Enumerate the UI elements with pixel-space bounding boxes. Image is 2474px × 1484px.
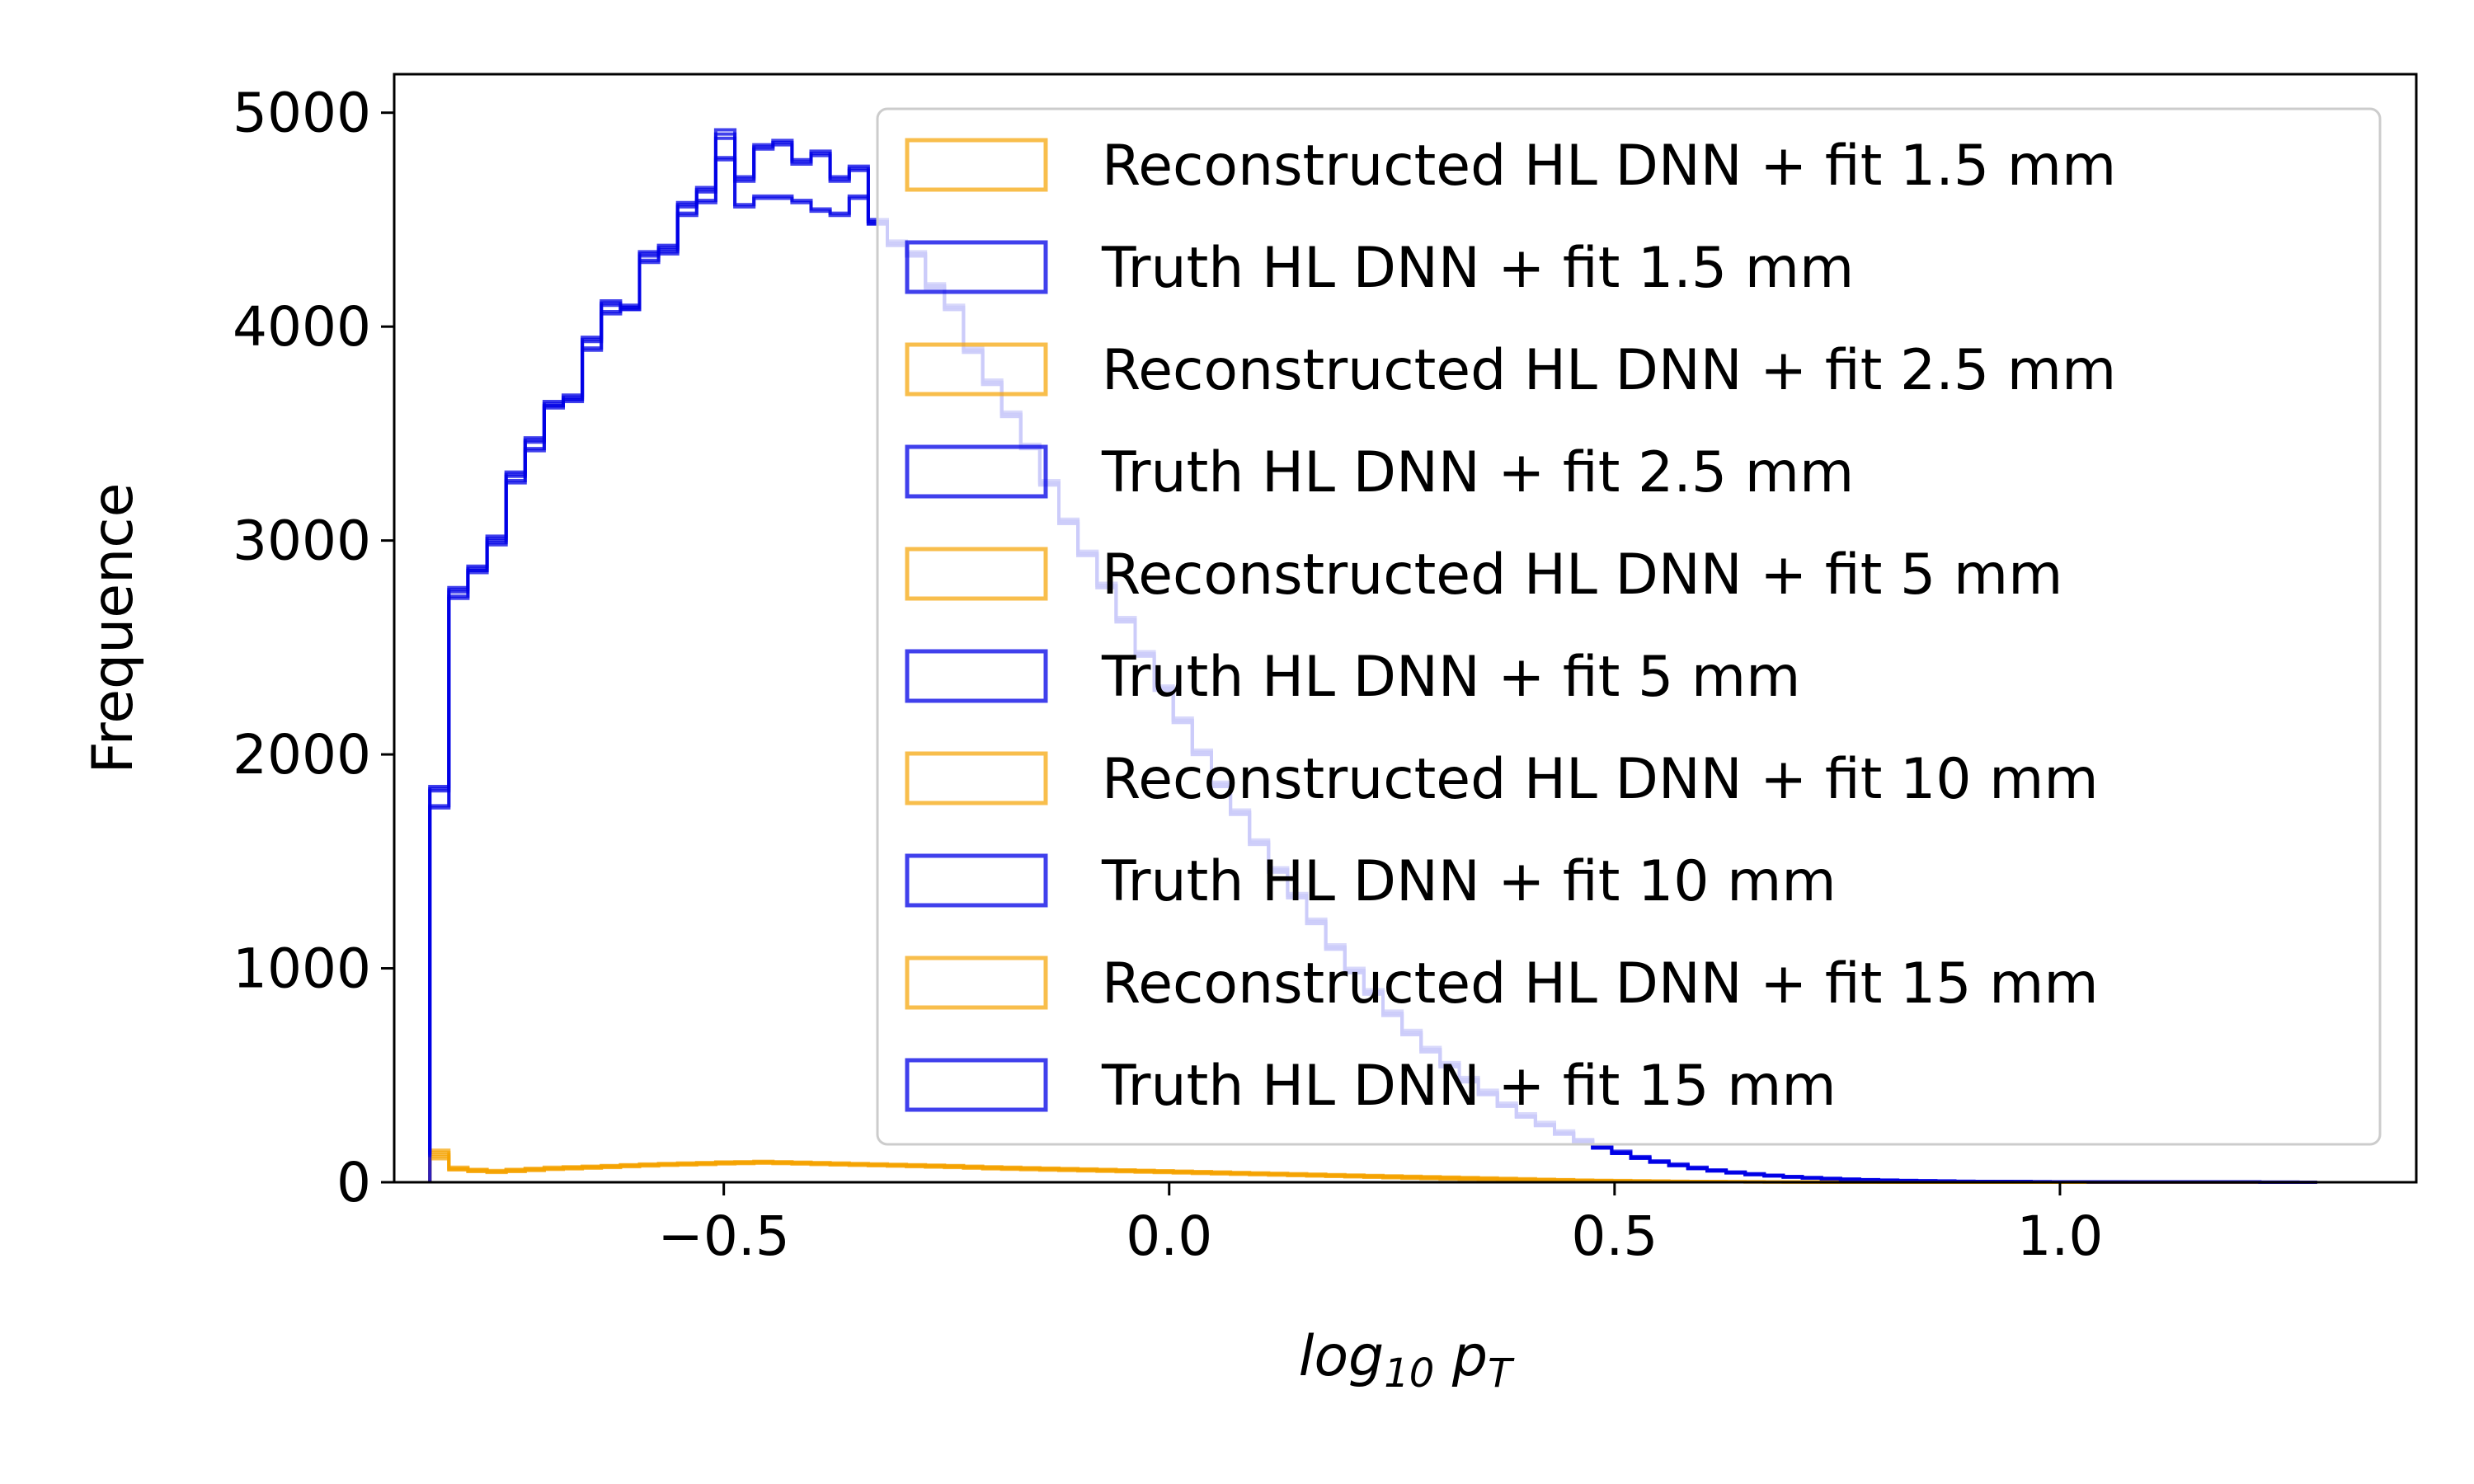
- legend-swatch: [905, 342, 1048, 397]
- y-tick-label: 5000: [233, 82, 371, 145]
- legend-label: Reconstructed HL DNN + fit 10 mm: [1102, 747, 2099, 812]
- legend-label: Reconstructed HL DNN + fit 5 mm: [1102, 542, 2062, 608]
- legend-swatch: [905, 649, 1048, 703]
- x-axis: −0.5 0.0 0.5 1.0: [658, 1182, 2103, 1268]
- legend-swatch: [905, 1058, 1048, 1112]
- legend-swatch: [905, 853, 1048, 908]
- x-tick-label: 0.5: [1571, 1205, 1658, 1268]
- y-tick-label: 3000: [233, 510, 371, 573]
- legend-box: [876, 107, 2382, 1146]
- legend-swatch: [905, 444, 1048, 499]
- y-tick-label: 0: [336, 1151, 371, 1214]
- legend-swatch: [905, 138, 1048, 192]
- x-axis-label: log10 pT: [1299, 1324, 1516, 1397]
- legend-label: Reconstructed HL DNN + fit 1.5 mm: [1102, 134, 2116, 199]
- legend-label: Truth HL DNN + fit 15 mm: [1101, 1054, 1837, 1119]
- legend-swatch: [905, 240, 1048, 294]
- legend-swatch: [905, 751, 1048, 805]
- y-tick-label: 1000: [233, 937, 371, 1001]
- y-axis: 0 1000 2000 3000 4000 5000: [233, 82, 394, 1214]
- legend-label: Truth HL DNN + fit 1.5 mm: [1101, 236, 1854, 301]
- legend-label: Truth HL DNN + fit 5 mm: [1101, 645, 1800, 710]
- y-tick-label: 2000: [233, 723, 371, 787]
- x-tick-label: 0.0: [1126, 1205, 1212, 1268]
- legend-label: Reconstructed HL DNN + fit 2.5 mm: [1102, 338, 2116, 403]
- legend-label: Truth HL DNN + fit 10 mm: [1101, 849, 1837, 914]
- plot-frame: [393, 73, 2418, 1184]
- x-tick-label: 1.0: [2016, 1205, 2103, 1268]
- legend-label: Reconstructed HL DNN + fit 15 mm: [1102, 951, 2099, 1017]
- x-tick-label: −0.5: [658, 1205, 790, 1268]
- legend-swatch: [905, 547, 1048, 601]
- legend-label: Truth HL DNN + fit 2.5 mm: [1101, 440, 1854, 505]
- legend-swatch: [905, 956, 1048, 1010]
- y-axis-label: Frequence: [81, 483, 146, 774]
- y-tick-label: 4000: [233, 295, 371, 359]
- legend: Reconstructed HL DNN + fit 1.5 mm Truth H…: [876, 107, 2382, 1146]
